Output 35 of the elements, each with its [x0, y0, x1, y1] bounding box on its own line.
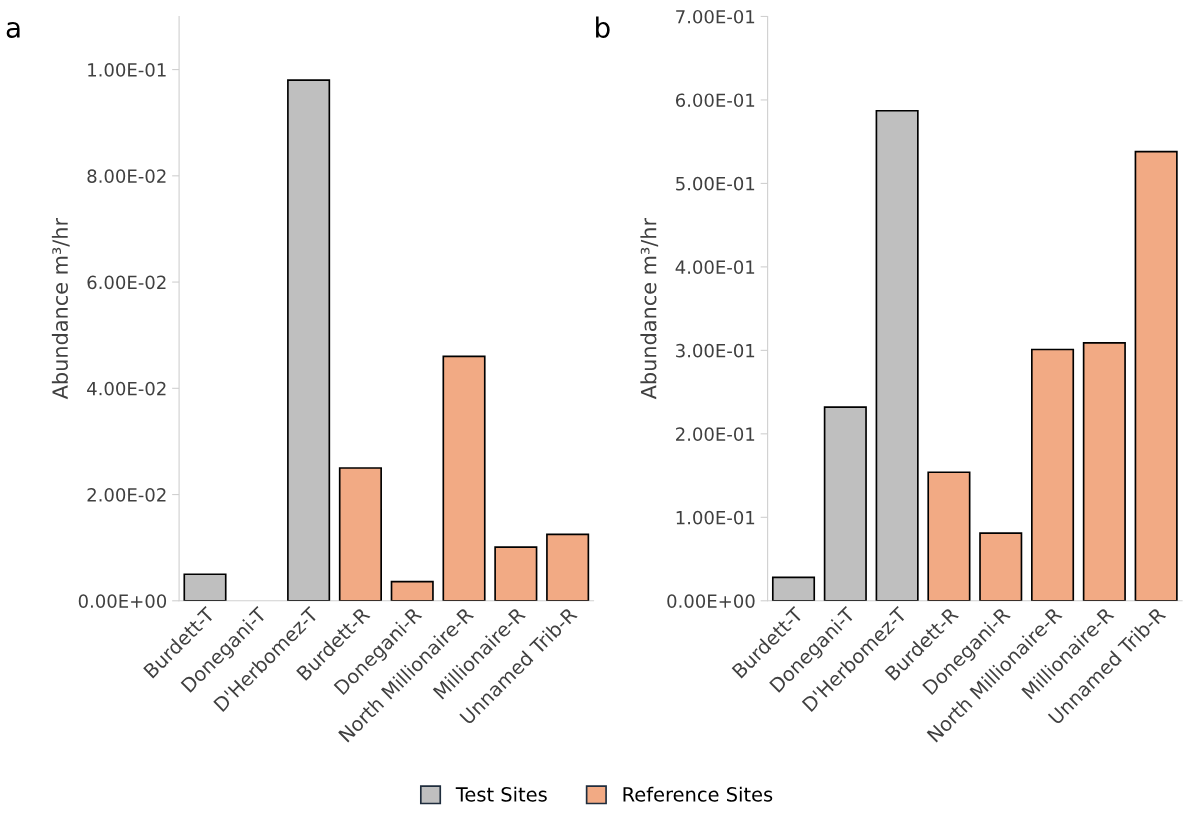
bar — [1082, 342, 1126, 601]
y-tick-label: 2.00E-02 — [87, 488, 166, 502]
y-tick-label: 2.00E-01 — [676, 427, 755, 441]
bar — [979, 532, 1023, 601]
y-tick-label: 1.00E-01 — [676, 510, 755, 525]
bar — [442, 355, 486, 601]
y-tick-label: 4.00E-02 — [87, 381, 166, 396]
y-tick-label: 5.00E-01 — [676, 176, 755, 191]
y-axis-title: Abundance m³/hr — [640, 217, 659, 400]
y-tick-label: 7.00E-01 — [676, 9, 755, 24]
bar — [927, 471, 971, 601]
y-tick-label: 4.00E-01 — [675, 260, 755, 274]
bar — [390, 580, 434, 601]
y-tick-label: 8.00E-02 — [87, 169, 166, 183]
bar — [287, 79, 331, 601]
bar — [183, 573, 227, 601]
y-tick-label: 1.00E-01 — [88, 63, 166, 77]
legend-label: Reference Sites — [623, 786, 773, 802]
y-tick-label: 6.00E-01 — [675, 93, 755, 108]
y-tick-label: 0.00E+00 — [78, 594, 167, 608]
bar — [1134, 150, 1178, 601]
y-axis-title: Abundance m³/hr — [51, 217, 70, 400]
chart-title: a — [6, 22, 20, 38]
bar — [494, 546, 538, 601]
bar — [771, 576, 816, 601]
bar — [1030, 348, 1075, 601]
bar — [875, 109, 919, 601]
y-tick-label: 6.00E-02 — [87, 275, 166, 290]
bar — [338, 467, 382, 601]
y-tick-label: 3.00E-01 — [676, 343, 755, 358]
bar — [546, 533, 590, 601]
legend-label: Test Sites — [455, 786, 547, 802]
chart-title: b — [596, 16, 610, 38]
y-tick-label: 0.00E+00 — [667, 594, 755, 608]
bar — [823, 406, 867, 601]
